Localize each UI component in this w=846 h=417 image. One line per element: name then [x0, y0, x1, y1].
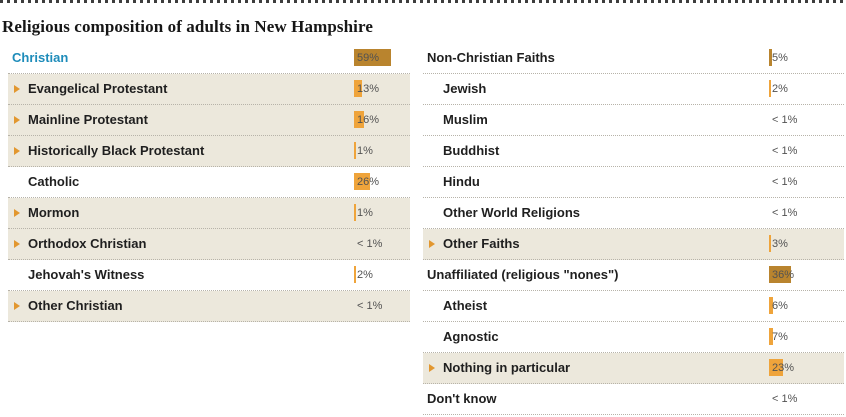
row-bar [354, 142, 356, 159]
row-atheist: Atheist 6% [423, 291, 844, 322]
row-value: 26% [357, 176, 380, 188]
row-value: 36% [772, 269, 795, 281]
row-label: Non-Christian Faiths [427, 50, 555, 65]
row-value: 3% [772, 238, 788, 250]
row-label: Unaffiliated (religious "nones") [427, 267, 619, 282]
row-bar [354, 204, 356, 221]
row-value: 1% [357, 145, 373, 157]
row-value: < 1% [772, 393, 798, 405]
row-don-t-know: Don't know < 1% [423, 384, 844, 415]
expand-triangle-icon [14, 116, 20, 124]
row-bar [769, 49, 772, 66]
expand-triangle-icon [429, 364, 435, 372]
row-bar [354, 111, 364, 128]
row-bar [354, 49, 391, 66]
row-value: 2% [357, 269, 373, 281]
row-value: < 1% [357, 238, 383, 250]
row-bar [354, 173, 370, 190]
row-value: 1% [357, 207, 373, 219]
expand-triangle-icon [14, 209, 20, 217]
row-label-link[interactable]: Christian [12, 50, 69, 65]
row-orthodox-christian[interactable]: Orthodox Christian < 1% [8, 229, 410, 260]
row-label: Other World Religions [443, 205, 580, 220]
row-buddhist: Buddhist < 1% [423, 136, 844, 167]
row-muslim: Muslim < 1% [423, 105, 844, 136]
row-label: Agnostic [443, 329, 499, 344]
top-dotted-border [0, 0, 846, 3]
row-catholic: Catholic 26% [8, 167, 410, 198]
row-label: Buddhist [443, 143, 500, 158]
row-value: < 1% [772, 207, 798, 219]
row-label: Other Christian [28, 298, 123, 313]
row-label: Don't know [427, 391, 497, 406]
row-label: Catholic [28, 174, 80, 189]
expand-triangle-icon [429, 240, 435, 248]
expand-triangle-icon [14, 302, 20, 310]
row-bar [354, 80, 362, 97]
row-label: Historically Black Protestant [28, 143, 205, 158]
row-bar [354, 266, 356, 283]
row-historically-black-protestant[interactable]: Historically Black Protestant 1% [8, 136, 410, 167]
row-bar [769, 80, 771, 97]
row-label: Jewish [443, 81, 487, 96]
row-value: < 1% [772, 114, 798, 126]
row-label: Atheist [443, 298, 488, 313]
row-christian[interactable]: Christian 59% [8, 43, 410, 74]
row-label: Jehovah's Witness [28, 267, 145, 282]
row-unaffiliated-religious-nones: Unaffiliated (religious "nones") 36% [423, 260, 844, 291]
page-title: Religious composition of adults in New H… [2, 17, 373, 37]
composition-column-left: Christian 59% Evangelical Protestant 13%… [8, 43, 410, 322]
row-mainline-protestant[interactable]: Mainline Protestant 16% [8, 105, 410, 136]
row-label: Hindu [443, 174, 480, 189]
row-jewish: Jewish 2% [423, 74, 844, 105]
row-hindu: Hindu < 1% [423, 167, 844, 198]
composition-column-right: Non-Christian Faiths 5% Jewish 2% Muslim… [423, 43, 844, 415]
row-label: Muslim [443, 112, 488, 127]
row-label: Nothing in particular [443, 360, 571, 375]
row-value: < 1% [772, 176, 798, 188]
row-bar [769, 235, 771, 252]
row-agnostic: Agnostic 7% [423, 322, 844, 353]
row-value: 23% [772, 362, 795, 374]
row-value: 6% [772, 300, 788, 312]
row-value: 16% [357, 114, 380, 126]
row-label: Evangelical Protestant [28, 81, 168, 96]
row-value: 7% [772, 331, 788, 343]
row-other-world-religions: Other World Religions < 1% [423, 198, 844, 229]
row-evangelical-protestant[interactable]: Evangelical Protestant 13% [8, 74, 410, 105]
row-label: Mainline Protestant [28, 112, 148, 127]
row-nothing-in-particular[interactable]: Nothing in particular 23% [423, 353, 844, 384]
row-jehovah-s-witness: Jehovah's Witness 2% [8, 260, 410, 291]
row-bar [769, 266, 791, 283]
row-bar [769, 297, 773, 314]
row-label: Orthodox Christian [28, 236, 147, 251]
row-value: 13% [357, 83, 380, 95]
expand-triangle-icon [14, 147, 20, 155]
row-value: < 1% [772, 145, 798, 157]
row-value: 59% [357, 52, 380, 64]
row-mormon[interactable]: Mormon 1% [8, 198, 410, 229]
row-non-christian-faiths: Non-Christian Faiths 5% [423, 43, 844, 74]
row-value: 5% [772, 52, 788, 64]
row-value: 2% [772, 83, 788, 95]
row-bar [769, 328, 773, 345]
expand-triangle-icon [14, 240, 20, 248]
row-bar [769, 359, 783, 376]
row-label: Other Faiths [443, 236, 520, 251]
row-other-christian[interactable]: Other Christian < 1% [8, 291, 410, 322]
expand-triangle-icon [14, 85, 20, 93]
row-other-faiths[interactable]: Other Faiths 3% [423, 229, 844, 260]
row-label: Mormon [28, 205, 80, 220]
row-value: < 1% [357, 300, 383, 312]
